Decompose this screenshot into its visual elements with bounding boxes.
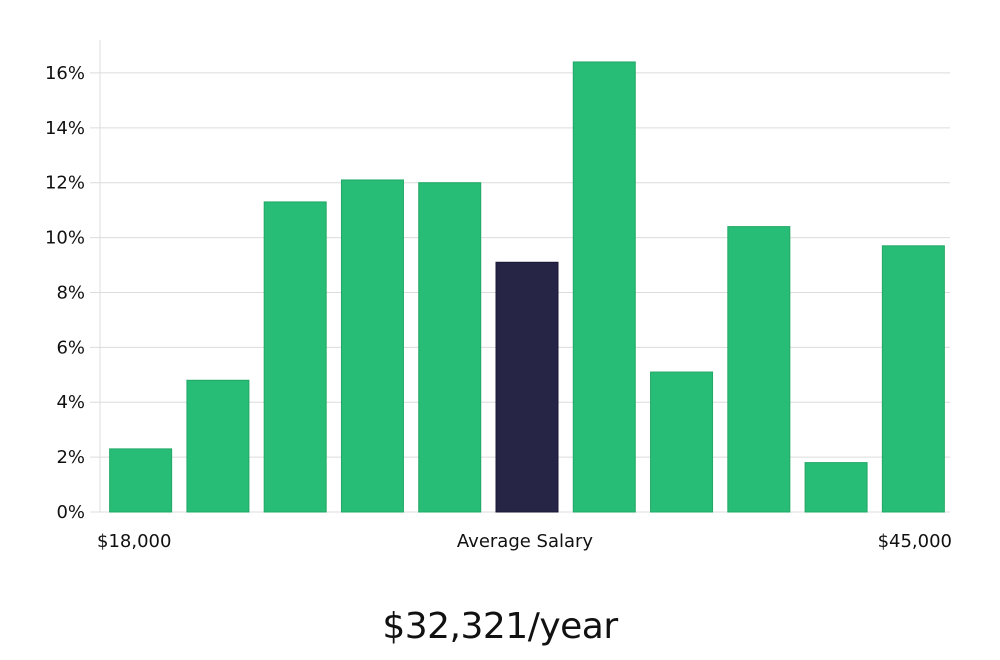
y-tick-label: 10% <box>45 228 85 249</box>
bar <box>418 182 482 513</box>
y-tick-label: 16% <box>45 63 85 84</box>
bar <box>650 371 714 513</box>
y-tick-label: 0% <box>56 502 85 523</box>
bar <box>804 462 868 513</box>
y-tick-label: 8% <box>56 282 85 303</box>
bar <box>572 61 636 513</box>
bar <box>881 245 945 513</box>
bar <box>263 201 327 513</box>
x-label-max: $45,000 <box>878 531 952 552</box>
bar <box>727 226 791 513</box>
x-label-center: Average Salary <box>457 531 594 552</box>
y-tick-label: 14% <box>45 118 85 139</box>
salary-distribution-chart: 0% 2% 4% 6% 8% 10% 12% 14% 16% $18,000 Average S… <box>45 40 952 552</box>
y-axis-tick-labels: 0% 2% 4% 6% 8% 10% 12% 14% 16% <box>45 63 85 523</box>
x-label-min: $18,000 <box>97 531 171 552</box>
average-salary-value: $32,321/year <box>382 606 618 647</box>
y-tick-label: 6% <box>56 337 85 358</box>
bar-layer <box>109 61 945 513</box>
y-tick-label: 12% <box>45 173 85 194</box>
y-tick-label: 4% <box>56 392 85 413</box>
bar <box>109 448 173 513</box>
bar <box>340 179 404 513</box>
bar <box>186 379 250 513</box>
bar-average-salary <box>495 261 559 513</box>
y-tick-label: 2% <box>56 447 85 468</box>
